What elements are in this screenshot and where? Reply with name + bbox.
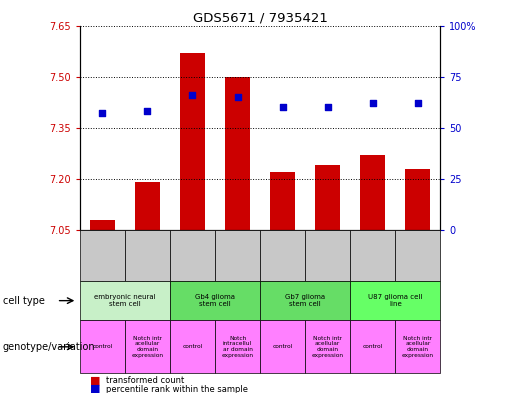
Text: transformed count: transformed count: [106, 376, 184, 385]
Bar: [315, 165, 340, 230]
Text: Notch
intracellul
ar domain
expression: Notch intracellul ar domain expression: [221, 336, 253, 358]
Bar: [135, 182, 160, 230]
Text: percentile rank within the sample: percentile rank within the sample: [106, 385, 248, 393]
Text: control: control: [272, 344, 293, 349]
Text: control: control: [182, 344, 202, 349]
Text: Gb4 glioma
stem cell: Gb4 glioma stem cell: [195, 294, 235, 307]
Text: embryonic neural
stem cell: embryonic neural stem cell: [94, 294, 156, 307]
Point: [233, 94, 242, 100]
Bar: [360, 155, 385, 230]
Bar: [405, 169, 430, 230]
Text: control: control: [363, 344, 383, 349]
Text: control: control: [92, 344, 112, 349]
Point: [279, 104, 287, 110]
Text: ■: ■: [90, 384, 100, 393]
Bar: [270, 172, 295, 230]
Text: genotype/variation: genotype/variation: [3, 342, 95, 352]
Text: cell type: cell type: [3, 296, 44, 306]
Text: ■: ■: [90, 375, 100, 386]
Text: Notch intr
acellular
domain
expression: Notch intr acellular domain expression: [131, 336, 163, 358]
Point: [369, 100, 377, 107]
Point: [188, 92, 197, 98]
Bar: [180, 53, 205, 230]
Text: U87 glioma cell
line: U87 glioma cell line: [368, 294, 422, 307]
Point: [414, 100, 422, 107]
Point: [323, 104, 332, 110]
Title: GDS5671 / 7935421: GDS5671 / 7935421: [193, 11, 328, 24]
Point: [143, 108, 151, 114]
Text: Gb7 glioma
stem cell: Gb7 glioma stem cell: [285, 294, 325, 307]
Point: [98, 110, 107, 117]
Text: Notch intr
acellular
domain
expression: Notch intr acellular domain expression: [312, 336, 344, 358]
Bar: [90, 220, 115, 230]
Text: Notch intr
acellular
domain
expression: Notch intr acellular domain expression: [402, 336, 434, 358]
Bar: [225, 77, 250, 230]
